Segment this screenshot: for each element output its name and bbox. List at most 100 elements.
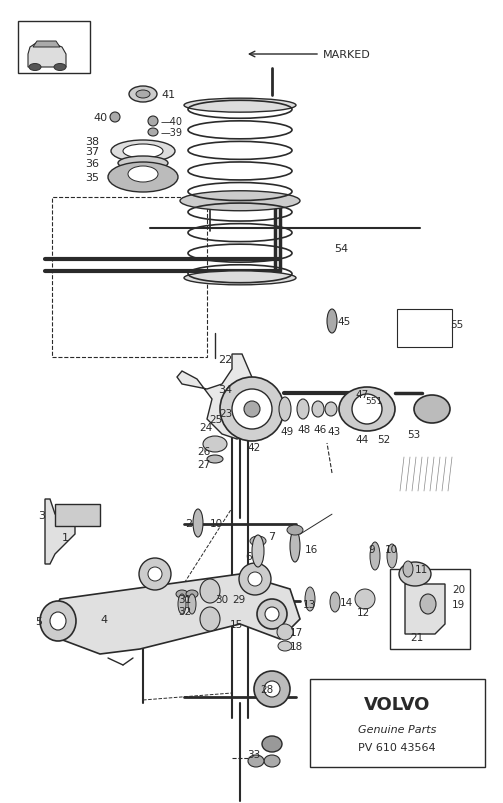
Bar bbox=[55, 504, 100, 526]
Ellipse shape bbox=[248, 755, 264, 767]
Text: 36: 36 bbox=[85, 159, 99, 169]
Text: 7: 7 bbox=[268, 532, 275, 541]
Polygon shape bbox=[55, 574, 300, 654]
Ellipse shape bbox=[207, 455, 223, 463]
Text: 551: 551 bbox=[365, 397, 382, 406]
Text: 10: 10 bbox=[385, 544, 398, 554]
Text: 49: 49 bbox=[280, 426, 293, 437]
Ellipse shape bbox=[148, 128, 158, 137]
Text: 1: 1 bbox=[61, 532, 68, 542]
Text: 19: 19 bbox=[452, 599, 465, 609]
Polygon shape bbox=[28, 44, 66, 68]
Ellipse shape bbox=[327, 310, 337, 333]
Ellipse shape bbox=[118, 157, 168, 171]
Polygon shape bbox=[405, 585, 445, 634]
Ellipse shape bbox=[40, 601, 76, 642]
Ellipse shape bbox=[264, 681, 280, 697]
Text: 21: 21 bbox=[410, 632, 423, 642]
Text: 47: 47 bbox=[355, 389, 368, 400]
Polygon shape bbox=[45, 499, 75, 565]
Ellipse shape bbox=[200, 607, 220, 631]
Ellipse shape bbox=[262, 736, 282, 752]
Ellipse shape bbox=[176, 590, 188, 598]
Text: 13: 13 bbox=[303, 599, 316, 609]
Ellipse shape bbox=[399, 562, 431, 586]
Ellipse shape bbox=[387, 544, 397, 569]
Ellipse shape bbox=[277, 624, 293, 640]
Text: 38: 38 bbox=[85, 137, 99, 147]
Ellipse shape bbox=[278, 642, 292, 651]
Text: —40: —40 bbox=[161, 117, 183, 127]
Ellipse shape bbox=[254, 671, 290, 707]
Text: Genuine Parts: Genuine Parts bbox=[358, 724, 436, 734]
Text: 40: 40 bbox=[93, 113, 107, 123]
Text: VOLVO: VOLVO bbox=[364, 695, 430, 713]
Ellipse shape bbox=[178, 594, 186, 614]
Bar bbox=[310, 679, 485, 767]
Ellipse shape bbox=[188, 594, 196, 614]
Text: 27: 27 bbox=[197, 459, 210, 470]
Text: 16: 16 bbox=[305, 544, 318, 554]
Text: 23: 23 bbox=[219, 409, 232, 418]
Text: 14: 14 bbox=[340, 597, 353, 607]
Text: 54: 54 bbox=[334, 243, 348, 254]
Ellipse shape bbox=[252, 536, 264, 567]
Ellipse shape bbox=[355, 589, 375, 609]
Text: 52: 52 bbox=[377, 434, 390, 444]
Text: 30: 30 bbox=[215, 594, 228, 604]
Bar bbox=[397, 310, 452, 348]
Ellipse shape bbox=[129, 87, 157, 103]
Ellipse shape bbox=[184, 271, 296, 286]
Text: 9: 9 bbox=[368, 544, 375, 554]
Ellipse shape bbox=[239, 563, 271, 595]
Ellipse shape bbox=[257, 599, 287, 630]
Ellipse shape bbox=[250, 536, 266, 546]
Bar bbox=[390, 569, 470, 649]
Text: 3: 3 bbox=[38, 511, 45, 520]
Polygon shape bbox=[33, 42, 60, 48]
Text: PV 610 43564: PV 610 43564 bbox=[358, 742, 436, 752]
Ellipse shape bbox=[420, 594, 436, 614]
Ellipse shape bbox=[287, 525, 303, 536]
Text: 43: 43 bbox=[327, 426, 340, 437]
Text: 45: 45 bbox=[337, 316, 350, 327]
Ellipse shape bbox=[186, 590, 198, 598]
Text: 29: 29 bbox=[232, 594, 245, 604]
Text: 31: 31 bbox=[178, 594, 191, 604]
Text: 12: 12 bbox=[357, 607, 370, 618]
Text: MARKED: MARKED bbox=[323, 50, 371, 60]
Text: 42: 42 bbox=[247, 442, 260, 452]
Ellipse shape bbox=[111, 141, 175, 163]
Ellipse shape bbox=[54, 64, 66, 71]
Polygon shape bbox=[177, 355, 272, 439]
Ellipse shape bbox=[414, 396, 450, 423]
Ellipse shape bbox=[232, 389, 272, 430]
Ellipse shape bbox=[200, 579, 220, 603]
Ellipse shape bbox=[136, 91, 150, 99]
Text: 26: 26 bbox=[197, 446, 210, 456]
Text: 48: 48 bbox=[297, 425, 310, 434]
Ellipse shape bbox=[29, 64, 41, 71]
Text: 37: 37 bbox=[85, 147, 99, 157]
Ellipse shape bbox=[123, 145, 163, 159]
Text: 18: 18 bbox=[290, 642, 303, 651]
Ellipse shape bbox=[108, 163, 178, 193]
Text: 55: 55 bbox=[450, 320, 463, 329]
Text: 10: 10 bbox=[210, 519, 223, 528]
Text: 41: 41 bbox=[161, 90, 175, 100]
Ellipse shape bbox=[312, 402, 324, 418]
Ellipse shape bbox=[370, 542, 380, 570]
Ellipse shape bbox=[330, 593, 340, 612]
Ellipse shape bbox=[184, 99, 296, 113]
Bar bbox=[18, 22, 90, 74]
Text: 5: 5 bbox=[35, 616, 42, 626]
Text: 4: 4 bbox=[100, 614, 107, 624]
Text: 6: 6 bbox=[245, 552, 252, 561]
Ellipse shape bbox=[180, 191, 300, 211]
Bar bbox=[52, 198, 207, 357]
Ellipse shape bbox=[403, 561, 413, 577]
Ellipse shape bbox=[148, 567, 162, 581]
Ellipse shape bbox=[128, 167, 158, 183]
Text: 17: 17 bbox=[290, 627, 303, 638]
Text: 28: 28 bbox=[260, 684, 273, 694]
